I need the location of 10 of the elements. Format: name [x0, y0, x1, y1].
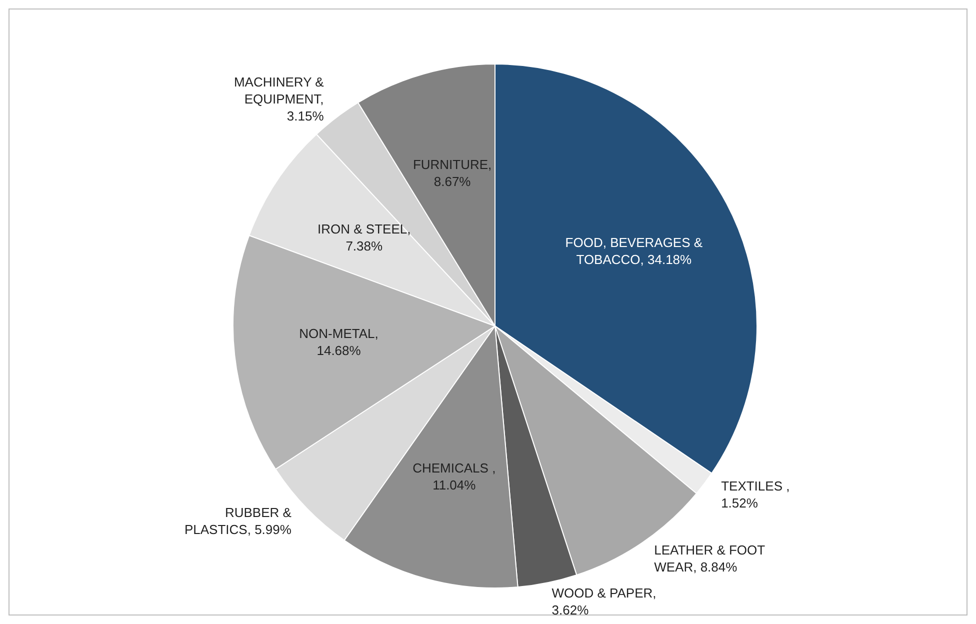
slice-label: WOOD & PAPER, 3.62%: [552, 586, 656, 618]
slice-label: LEATHER & FOOT WEAR, 8.84%: [654, 542, 766, 575]
slice-label: IRON & STEEL, 7.38%: [318, 222, 411, 254]
slice-label: RUBBER & PLASTICS, 5.99%: [184, 505, 292, 538]
slice-label: MACHINERY & EQUIPMENT, 3.15%: [234, 75, 324, 124]
slice-label: NON-METAL, 14.68%: [299, 326, 378, 359]
slice-label: TEXTILES , 1.52%: [721, 479, 790, 512]
slice-label: FURNITURE, 8.67%: [412, 158, 492, 190]
slice-label: CHEMICALS , 11.04%: [412, 460, 496, 493]
slice-label: FOOD, BEVERAGES & TOBACCO, 34.18%: [565, 235, 703, 268]
